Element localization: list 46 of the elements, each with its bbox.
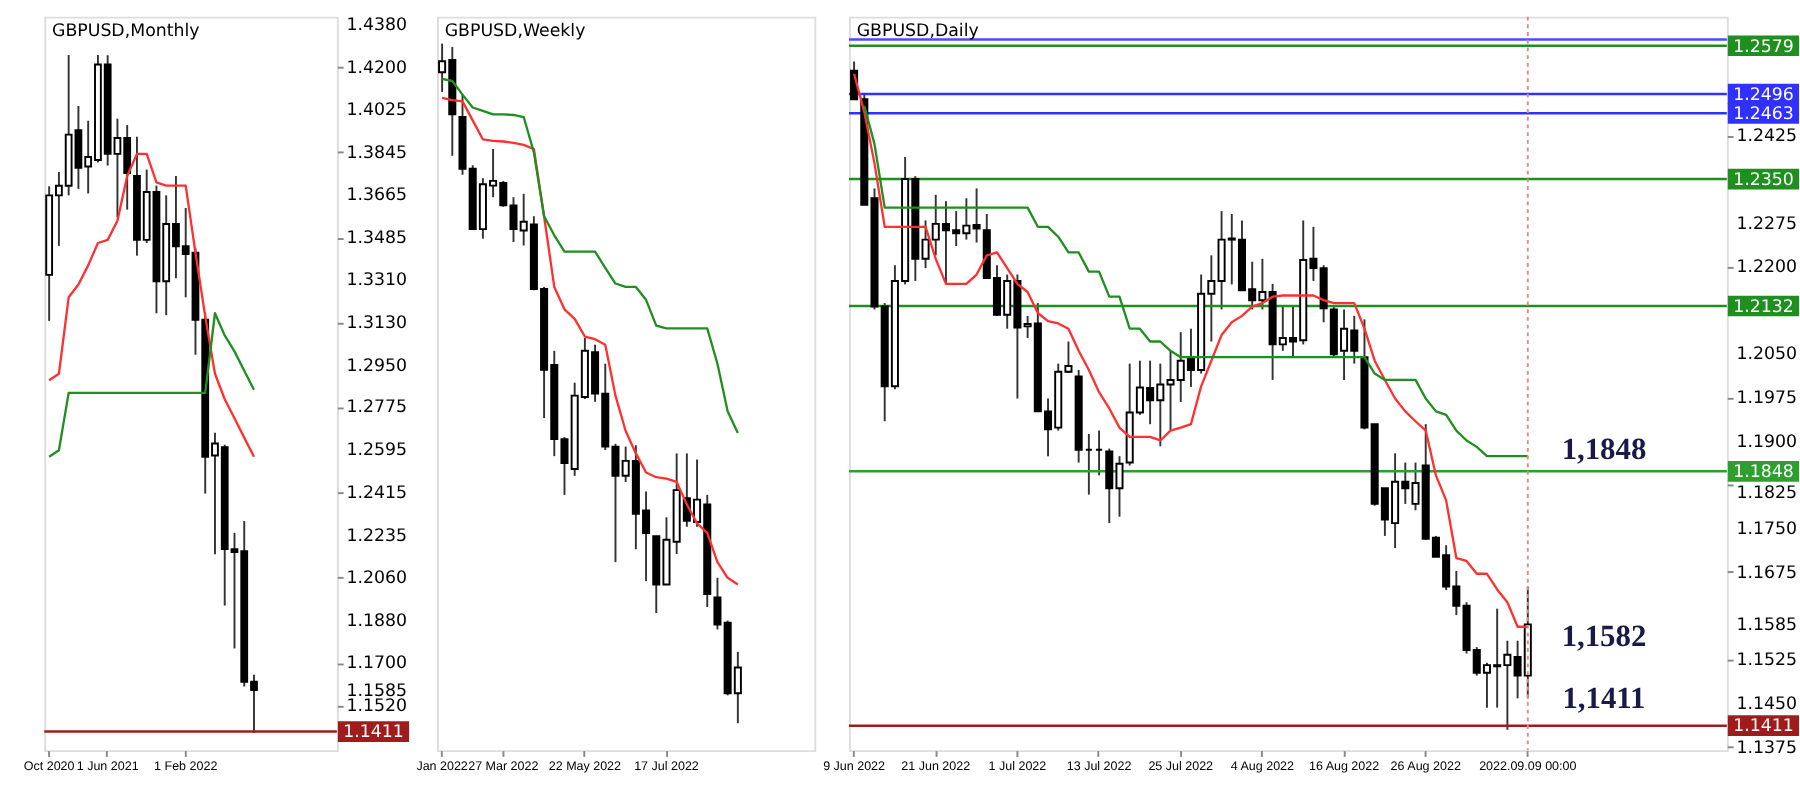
- y-tick-label: 1.1450: [1736, 694, 1798, 715]
- y-tick-label: 1.2595: [346, 441, 408, 462]
- y-tick-label: 1.2275: [1736, 214, 1798, 235]
- y-tick-label: 1.2415: [346, 484, 408, 505]
- line-series: [47, 152, 256, 458]
- line-series: [47, 312, 256, 458]
- annotation: 1,1848: [1561, 433, 1647, 468]
- annotation: 1,1582: [1561, 620, 1647, 655]
- y-tick-label: 1.1675: [1736, 563, 1798, 584]
- y-tick-label: 1.4200: [346, 58, 408, 79]
- ref-line-label: 1.1848: [1733, 463, 1794, 484]
- y-tick-label: 1.2050: [1736, 345, 1798, 366]
- y-tick-label: 1.1585: [1736, 616, 1798, 637]
- ref-line-label: 1.2350: [1733, 170, 1794, 191]
- y-tick-label: 1.2200: [1736, 258, 1798, 279]
- y-tick-label: 1.2950: [346, 356, 408, 377]
- y-tick-label: 1.1520: [346, 697, 408, 718]
- y-tick-label: 1.1700: [346, 654, 408, 675]
- ref-line-label: 1.1411: [343, 723, 404, 744]
- y-tick-label: 1.1525: [1736, 651, 1798, 672]
- y-tick-label: 1.3845: [346, 143, 408, 164]
- y-tick-label: 1.1825: [1736, 484, 1798, 505]
- annotation: 1,1411: [1562, 682, 1646, 717]
- y-tick-label: 1.3130: [346, 313, 408, 334]
- y-tick-label: 1.1750: [1736, 520, 1798, 541]
- chart-title: GBPUSD,Monthly: [51, 21, 200, 42]
- y-tick-label: 1.2775: [346, 398, 408, 419]
- ref-line-label: 1.2132: [1733, 297, 1794, 318]
- y-tick-label: 1.4025: [346, 100, 408, 121]
- ref-line-label: 1.2496: [1733, 85, 1794, 106]
- y-tick-label: 1.3485: [346, 229, 408, 250]
- ref-line-label: 1.2463: [1733, 105, 1794, 126]
- chart-title: GBPUSD,Weekly: [444, 21, 586, 42]
- chart-title: GBPUSD,Daily: [856, 21, 979, 42]
- y-tick-label: 1.2235: [346, 527, 408, 548]
- y-tick-label: 1.1975: [1736, 389, 1798, 410]
- y-tick-label: 1.1880: [346, 611, 408, 632]
- y-tick-label: 1.1900: [1736, 432, 1798, 453]
- y-tick-label: 1.2060: [346, 568, 408, 589]
- y-tick-label: 1.3665: [346, 186, 408, 207]
- y-tick-label: 1.1375: [1736, 738, 1798, 759]
- y-tick-label: 1.4380: [346, 16, 408, 37]
- ref-line-label: 1.2579: [1733, 37, 1794, 58]
- y-tick-label: 1.2425: [1736, 127, 1798, 148]
- ref-line-label: 1.1411: [1733, 717, 1794, 738]
- y-tick-label: 1.3310: [346, 270, 408, 291]
